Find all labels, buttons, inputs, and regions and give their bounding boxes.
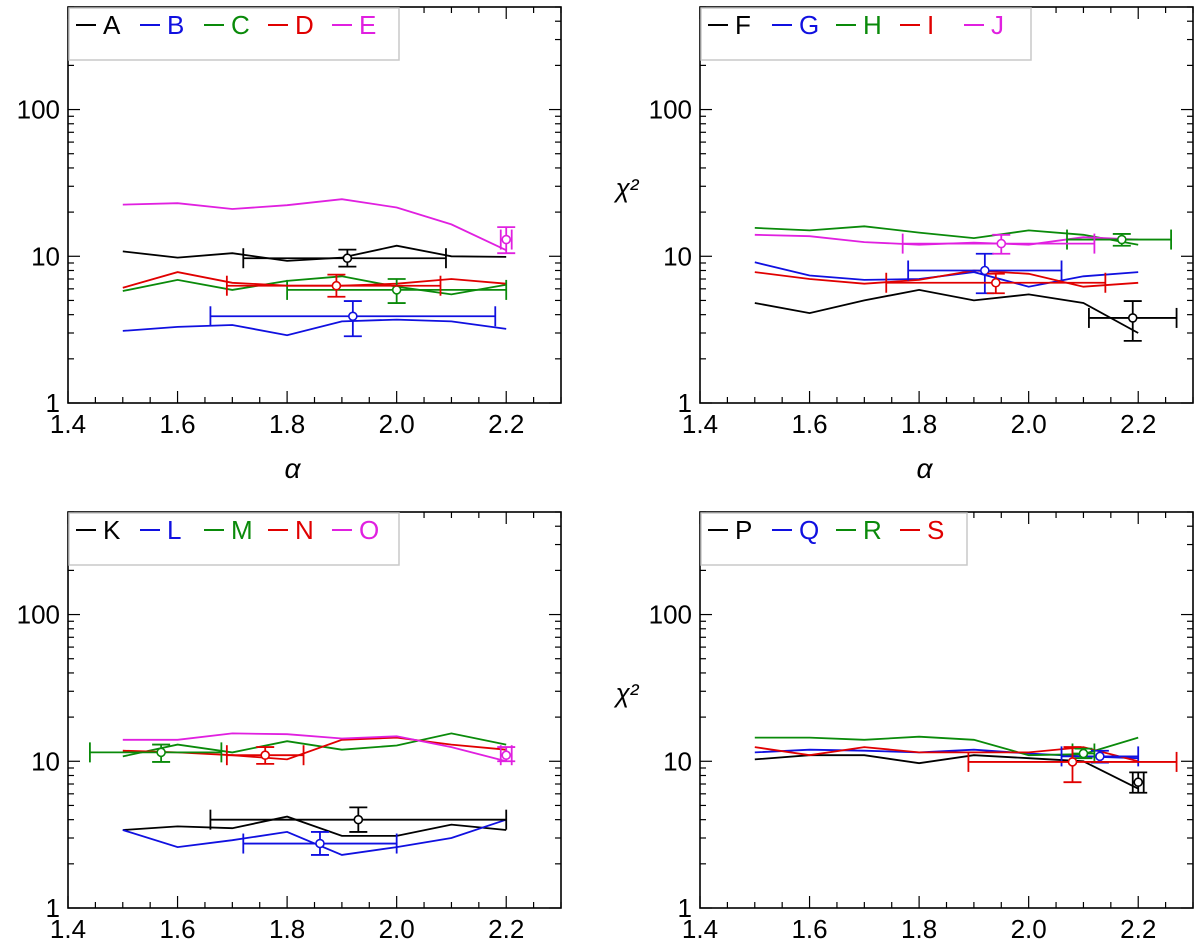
series-line-P <box>754 754 1139 790</box>
y-tick-label: 1 <box>46 388 60 418</box>
series-line-H <box>754 225 1139 246</box>
x-tick-label: 2.0 <box>1011 914 1047 944</box>
panel-2: 1.4 1.6 1.8 2.0 2.2 1 10 100 α χ² F G H I J <box>614 6 1194 484</box>
x-tick-label: 1.8 <box>901 409 937 439</box>
data-point-B <box>209 300 497 338</box>
legend: F G H I J <box>700 7 1032 61</box>
series-line-I <box>754 269 1139 288</box>
data-point-N <box>225 745 305 766</box>
y-tick-label: 100 <box>17 600 60 630</box>
legend-label: M <box>231 515 253 545</box>
y-tick-label: 10 <box>31 746 60 776</box>
y-tick-label: 100 <box>649 600 692 630</box>
data-point-J <box>901 233 1096 255</box>
data-point-A <box>242 248 447 269</box>
series-line-A <box>122 244 507 262</box>
legend-label: H <box>863 10 882 40</box>
series-line-O <box>122 732 507 763</box>
x-tick-label: 2.0 <box>379 409 415 439</box>
legend-label: R <box>863 515 882 545</box>
data-point-E <box>497 226 516 255</box>
series-line-N <box>122 736 507 761</box>
x-tick-label: 1.4 <box>50 914 86 944</box>
x-tick-label: 2.2 <box>1120 914 1156 944</box>
series-line-S <box>754 746 1139 763</box>
plot-frame <box>67 511 562 909</box>
data-point-D <box>225 273 442 298</box>
legend-label: J <box>991 10 1004 40</box>
panel-1: 1.4 1.6 1.8 2.0 2.2 1 10 100 α A B C D E <box>17 6 562 484</box>
x-tick-label: 2.0 <box>379 914 415 944</box>
data-point-P <box>1129 771 1148 794</box>
legend-label: K <box>103 515 121 545</box>
x-axis-label: α <box>285 453 302 484</box>
data-point-H <box>1066 229 1172 250</box>
x-tick-label: 1.6 <box>791 914 827 944</box>
x-tick-label: 2.2 <box>488 409 524 439</box>
legend: A B C D E <box>68 7 400 61</box>
x-tick-label: 1.8 <box>269 914 305 944</box>
data-point-G <box>907 252 1063 295</box>
data-point-F <box>1088 300 1178 342</box>
legend-label: D <box>295 10 314 40</box>
legend-label: N <box>295 515 314 545</box>
x-tick-label: 1.4 <box>50 409 86 439</box>
legend-label: B <box>167 10 184 40</box>
legend-label: C <box>231 10 250 40</box>
data-point-S <box>967 746 1178 784</box>
y-axis-label: χ² <box>614 173 640 203</box>
x-tick-label: 2.2 <box>1120 409 1156 439</box>
x-tick-label: 1.6 <box>159 914 195 944</box>
plot-frame <box>699 6 1194 404</box>
series-line-C <box>122 275 507 296</box>
y-tick-label: 1 <box>678 893 692 923</box>
series-line-B <box>122 318 507 337</box>
legend-label: Q <box>799 515 819 545</box>
x-tick-label: 1.8 <box>901 914 937 944</box>
series-line-E <box>122 198 507 252</box>
series-line-K <box>122 815 507 837</box>
plot-frame <box>699 511 1194 909</box>
y-axis-label: χ² <box>614 678 640 708</box>
data-point-M <box>89 742 223 763</box>
series-line-F <box>754 288 1139 334</box>
x-tick-label: 2.0 <box>1011 409 1047 439</box>
data-point-L <box>242 831 398 856</box>
legend-label: L <box>167 515 181 545</box>
legend-label: E <box>359 10 376 40</box>
x-tick-label: 1.6 <box>791 409 827 439</box>
y-tick-label: 100 <box>17 95 60 125</box>
panel-4: 1.4 1.6 1.8 2.0 2.2 1 10 100 χ² P Q R S <box>614 511 1194 944</box>
y-tick-label: 10 <box>663 241 692 271</box>
legend-label: A <box>103 10 121 40</box>
data-point-C <box>286 278 508 304</box>
y-tick-label: 10 <box>31 241 60 271</box>
legend-label: F <box>735 10 751 40</box>
y-tick-label: 1 <box>678 388 692 418</box>
legend: P Q R S <box>700 512 968 566</box>
legend-label: I <box>927 10 934 40</box>
x-tick-label: 2.2 <box>488 914 524 944</box>
y-tick-label: 1 <box>46 893 60 923</box>
x-tick-label: 1.6 <box>159 409 195 439</box>
legend-label: P <box>735 515 752 545</box>
legend-label: G <box>799 10 819 40</box>
y-tick-label: 100 <box>649 95 692 125</box>
x-axis-label: α <box>917 453 934 484</box>
y-tick-label: 10 <box>663 746 692 776</box>
x-tick-label: 1.8 <box>269 409 305 439</box>
legend: K L M N O <box>68 512 400 566</box>
panel-3: 1.4 1.6 1.8 2.0 2.2 1 10 100 K L M N O <box>17 511 562 944</box>
legend-label: O <box>359 515 379 545</box>
legend-label: S <box>927 515 944 545</box>
series-line-M <box>122 732 507 758</box>
data-point-K <box>209 806 508 833</box>
data-point-I <box>885 272 1107 295</box>
x-tick-label: 1.4 <box>682 409 718 439</box>
data-point-O <box>497 745 516 766</box>
x-tick-label: 1.4 <box>682 914 718 944</box>
